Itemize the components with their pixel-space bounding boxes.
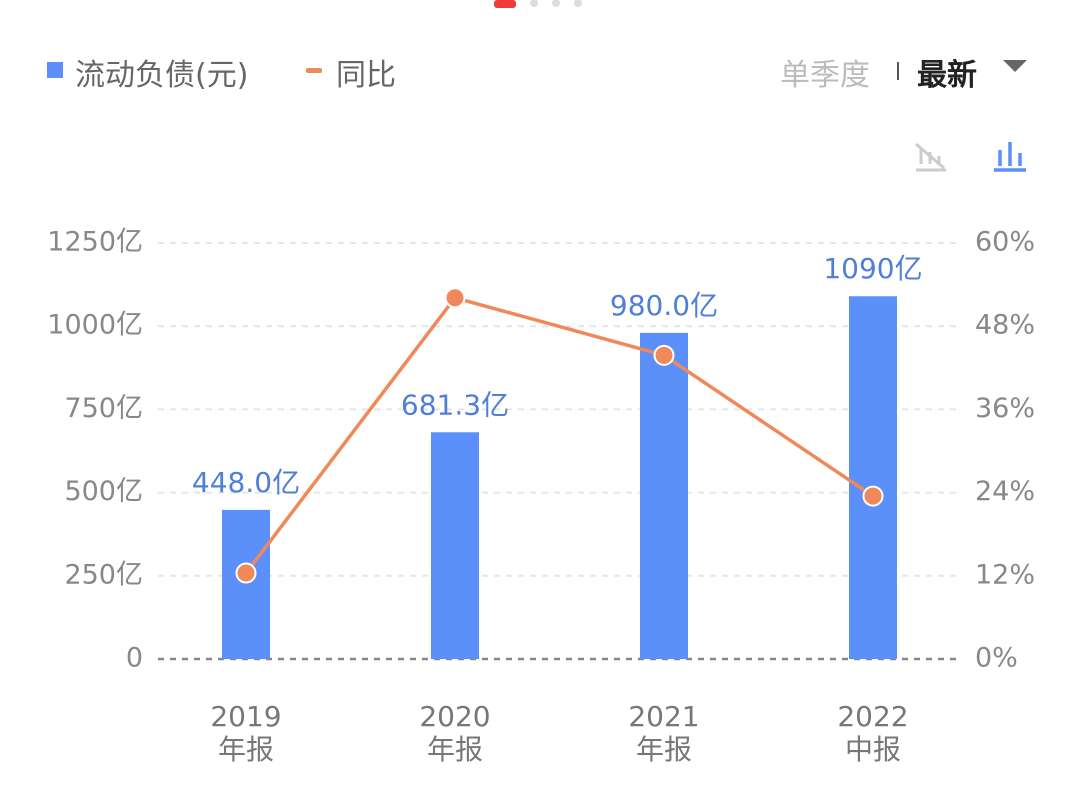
y2-tick-label: 12% bbox=[975, 559, 1035, 590]
line-point bbox=[444, 287, 466, 309]
data-label: 448.0亿 bbox=[192, 466, 300, 499]
page-indicator bbox=[552, 0, 560, 7]
y2-tick-label: 24% bbox=[975, 476, 1035, 507]
y-tick-label: 500亿 bbox=[64, 476, 143, 507]
bar bbox=[431, 432, 479, 659]
x-tick-label: 2022 中报 bbox=[837, 700, 909, 766]
bar bbox=[222, 509, 270, 659]
page-indicator-active bbox=[494, 0, 516, 8]
data-label: 681.3亿 bbox=[401, 388, 509, 421]
line-toggle-icon[interactable] bbox=[915, 142, 946, 172]
legend-swatch-bar bbox=[47, 62, 63, 78]
bar bbox=[849, 296, 897, 659]
period-option[interactable]: 单季度 bbox=[780, 58, 870, 93]
line-point bbox=[653, 344, 675, 366]
period-option[interactable]: 最新 bbox=[917, 58, 977, 93]
y-tick-label: 1250亿 bbox=[47, 227, 143, 258]
data-label: 980.0亿 bbox=[610, 289, 718, 322]
line-point bbox=[862, 485, 884, 507]
page-indicator bbox=[530, 0, 538, 7]
y2-tick-label: 48% bbox=[975, 310, 1035, 341]
legend-swatch-line bbox=[306, 68, 322, 73]
legend-label[interactable]: 流动负债(元) bbox=[75, 58, 249, 93]
data-label: 1090亿 bbox=[823, 252, 922, 285]
line-point bbox=[235, 562, 257, 584]
y-tick-label: 0 bbox=[126, 643, 143, 674]
y2-tick-label: 60% bbox=[975, 227, 1035, 258]
x-tick-label: 2019 年报 bbox=[210, 700, 282, 766]
line bbox=[244, 295, 874, 575]
page-indicator bbox=[574, 0, 582, 7]
y-tick-label: 1000亿 bbox=[47, 310, 143, 341]
y-tick-label: 250亿 bbox=[64, 559, 143, 590]
bar bbox=[640, 332, 688, 659]
bar-toggle-icon[interactable] bbox=[994, 142, 1026, 172]
y2-tick-label: 36% bbox=[975, 393, 1035, 424]
y-tick-label: 750亿 bbox=[64, 393, 143, 424]
y2-tick-label: 0% bbox=[975, 643, 1018, 674]
dropdown-arrow[interactable] bbox=[1003, 60, 1027, 72]
x-tick-label: 2020 年报 bbox=[419, 700, 491, 766]
x-tick-label: 2021 年报 bbox=[628, 700, 700, 766]
legend-label[interactable]: 同比 bbox=[336, 58, 396, 93]
